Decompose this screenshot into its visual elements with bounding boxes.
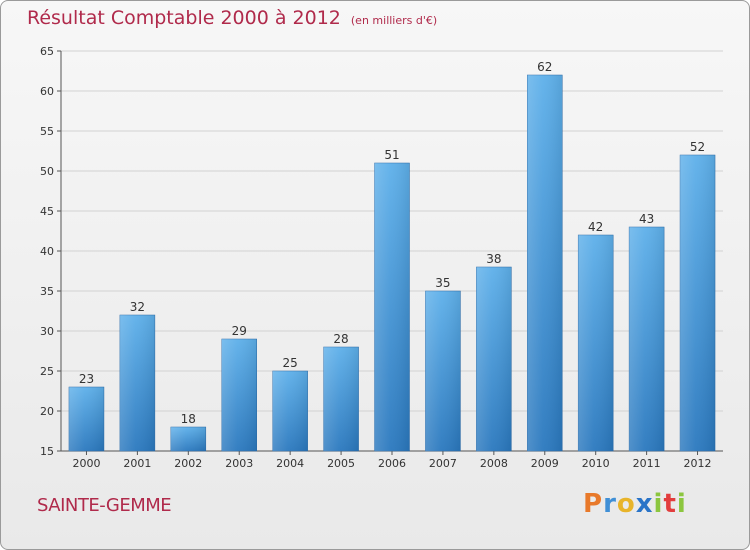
proxiti-logo: Proxiti bbox=[583, 489, 687, 519]
bar-shine bbox=[527, 75, 563, 451]
y-tick-label: 55 bbox=[40, 125, 54, 138]
title-text: Résultat Comptable 2000 à 2012 bbox=[27, 7, 341, 29]
x-tick-label: 2012 bbox=[684, 457, 712, 470]
x-tick-label: 2001 bbox=[123, 457, 151, 470]
y-tick-label: 60 bbox=[40, 85, 54, 98]
data-label: 43 bbox=[639, 212, 654, 226]
data-label: 42 bbox=[588, 220, 603, 234]
logo-letter: P bbox=[583, 489, 604, 519]
y-tick-label: 35 bbox=[40, 285, 54, 298]
data-label: 38 bbox=[486, 252, 501, 266]
bar-shine bbox=[119, 315, 155, 451]
data-label: 62 bbox=[537, 60, 552, 74]
data-label: 52 bbox=[690, 140, 705, 154]
x-tick-label: 2009 bbox=[531, 457, 559, 470]
bars bbox=[68, 74, 716, 452]
y-tick-label: 15 bbox=[40, 445, 54, 458]
logo-letter: r bbox=[603, 489, 617, 519]
x-tick-label: 2005 bbox=[327, 457, 355, 470]
x-tick-label: 2011 bbox=[633, 457, 661, 470]
bar-shine bbox=[680, 155, 716, 451]
logo-letter: i bbox=[676, 489, 687, 519]
y-tick-label: 25 bbox=[40, 365, 54, 378]
bar-shine bbox=[374, 163, 410, 451]
logo-letter: i bbox=[653, 489, 664, 519]
subtitle-text: (en milliers d'€) bbox=[350, 14, 438, 27]
commune-name: SAINTE-GEMME bbox=[37, 495, 172, 516]
data-label: 35 bbox=[435, 276, 450, 290]
bar-shine bbox=[425, 291, 461, 451]
data-label: 28 bbox=[333, 332, 348, 346]
bar-chart: 15 20 25 30 35 40 45 50 55 60 65 2000 2001 2002 2003 20… bbox=[40, 45, 723, 470]
bar-shine bbox=[476, 267, 512, 451]
y-tick-label: 65 bbox=[40, 45, 54, 58]
x-tick-label: 2003 bbox=[225, 457, 253, 470]
bar-shine bbox=[323, 347, 359, 451]
x-tick-label: 2000 bbox=[72, 457, 100, 470]
y-tick-label: 45 bbox=[40, 205, 54, 218]
bar-shine bbox=[170, 427, 206, 451]
bar-shine bbox=[68, 387, 104, 451]
x-tick-label: 2006 bbox=[378, 457, 406, 470]
data-labels: 23 32 18 29 25 28 51 35 38 62 42 43 52 bbox=[79, 60, 705, 426]
logo-letter: o bbox=[616, 489, 636, 519]
y-tick-label: 30 bbox=[40, 325, 54, 338]
data-label: 29 bbox=[232, 324, 247, 338]
chart-title: Résultat Comptable 2000 à 2012 (en millie… bbox=[27, 7, 437, 29]
data-label: 32 bbox=[130, 300, 145, 314]
logo-letter: x bbox=[635, 489, 654, 519]
x-tick-label: 2010 bbox=[582, 457, 610, 470]
bar-shine bbox=[629, 227, 665, 451]
data-label: 23 bbox=[79, 372, 94, 386]
bar-shine bbox=[272, 371, 308, 451]
data-label: 51 bbox=[384, 148, 399, 162]
x-tick-label: 2002 bbox=[174, 457, 202, 470]
data-label: 18 bbox=[181, 412, 196, 426]
y-tick-label: 20 bbox=[40, 405, 54, 418]
x-tick-label: 2008 bbox=[480, 457, 508, 470]
y-tick-label: 50 bbox=[40, 165, 54, 178]
y-tick-label: 40 bbox=[40, 245, 54, 258]
data-label: 25 bbox=[283, 356, 298, 370]
bar-shine bbox=[221, 339, 257, 451]
x-tick-label: 2004 bbox=[276, 457, 304, 470]
logo-letter: t bbox=[663, 489, 677, 519]
bar-shine bbox=[578, 235, 614, 451]
x-tick-label: 2007 bbox=[429, 457, 457, 470]
